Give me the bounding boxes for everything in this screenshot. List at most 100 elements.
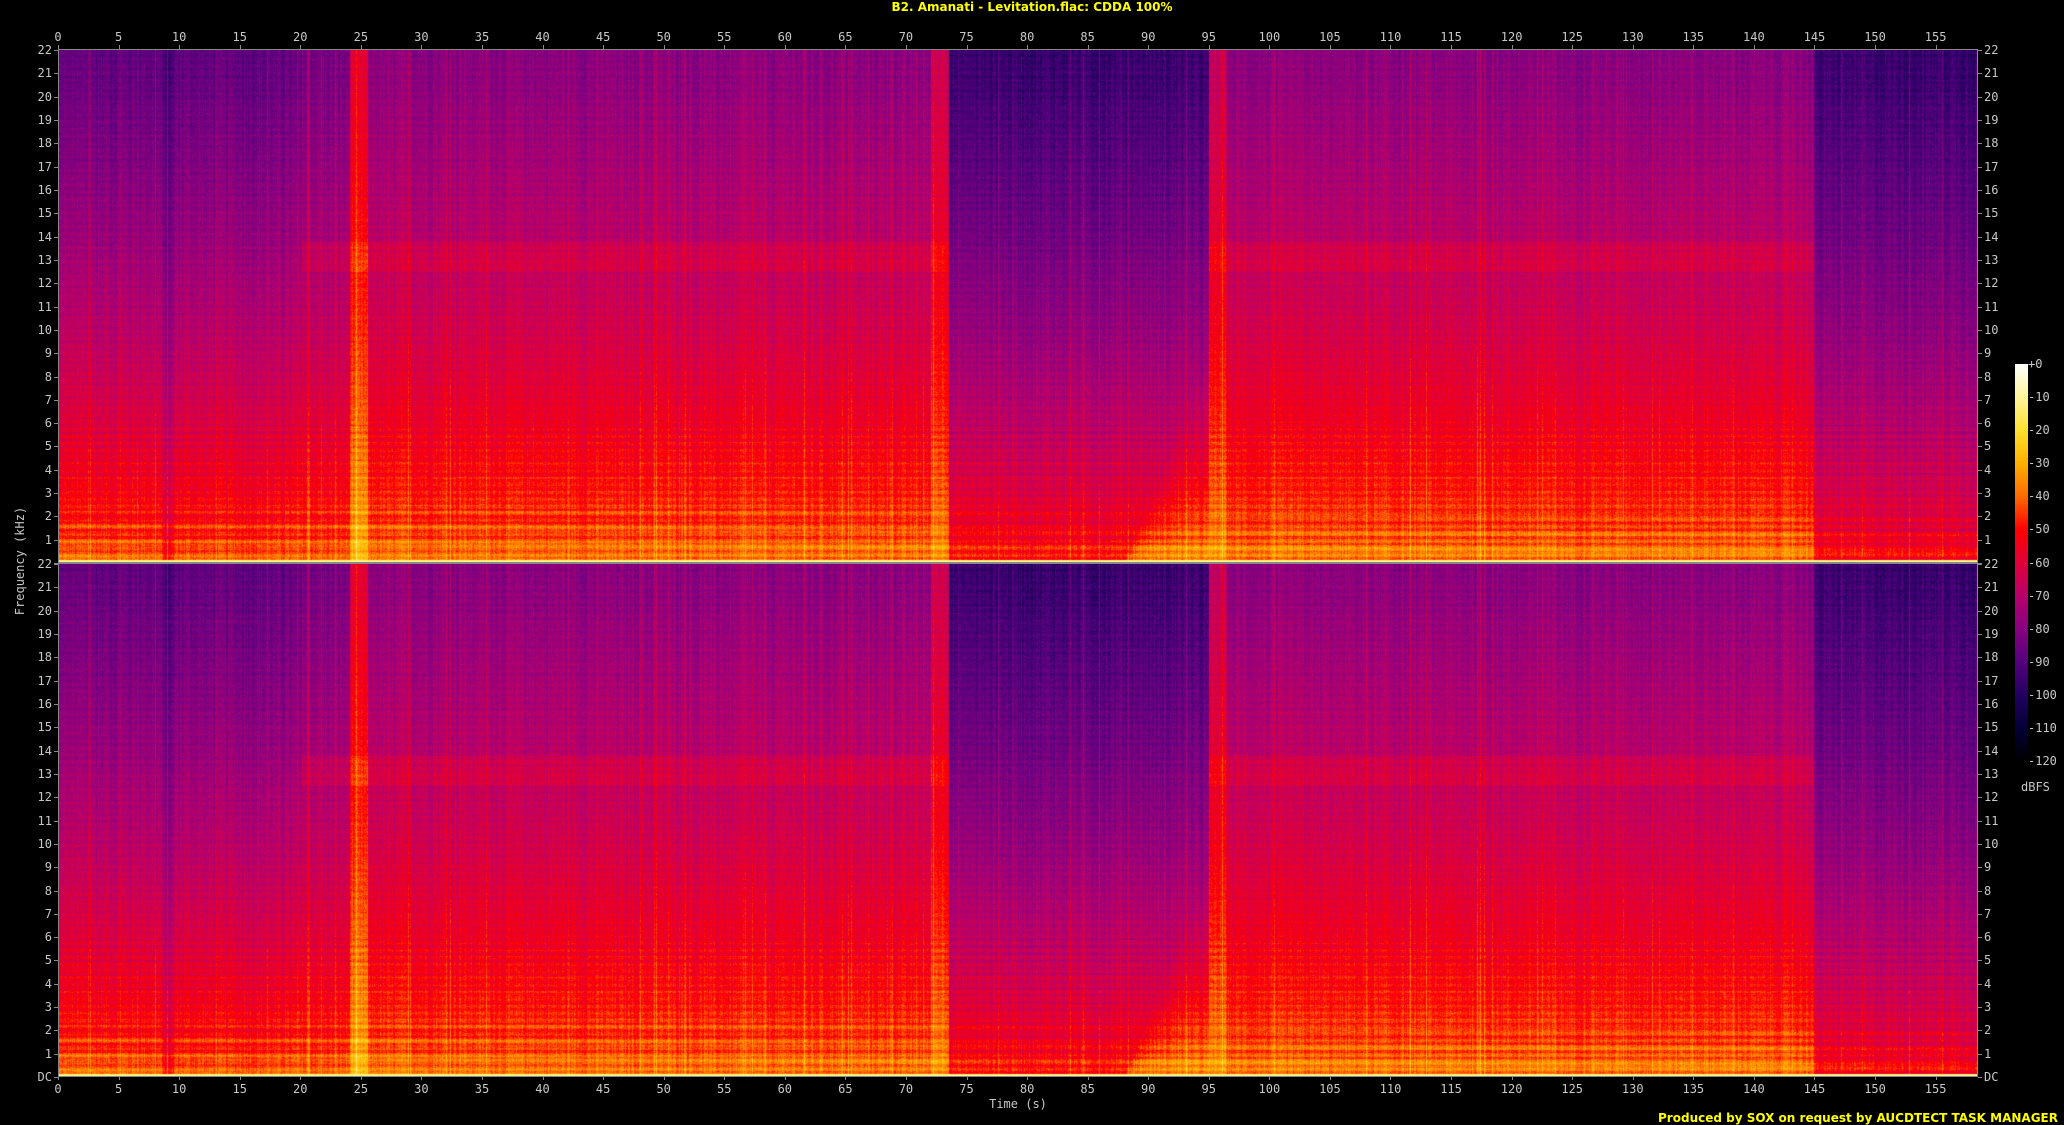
x-tick-top: [784, 45, 786, 49]
x-tick-label-top: 65: [838, 30, 853, 44]
y-tick-left: [54, 913, 58, 915]
y-tick-label-right: 13: [1984, 252, 1999, 267]
y-tick-label-right: 18: [1984, 650, 1999, 665]
y-tick-label-left: 14: [37, 743, 52, 758]
x-tick-bottom: [845, 1076, 847, 1080]
y-tick-right: [1978, 120, 1982, 122]
y-tick-label-left: 3: [44, 486, 52, 501]
y-tick-left: [54, 680, 58, 682]
y-tick-label-right: 8: [1984, 369, 1992, 384]
x-tick-label-top: 75: [959, 30, 974, 44]
y-tick-left: [54, 516, 58, 518]
x-tick-label-top: 30: [414, 30, 429, 44]
y-tick-label-right: 3: [1984, 486, 1992, 501]
x-tick-bottom: [1269, 1076, 1271, 1080]
x-tick-label-bottom: 135: [1682, 1082, 1705, 1096]
y-tick-left: [54, 960, 58, 962]
y-tick-right: [1978, 73, 1982, 75]
x-tick-label-bottom: 100: [1258, 1082, 1281, 1096]
y-tick-left: [54, 190, 58, 192]
x-tick-top: [724, 45, 726, 49]
x-tick-label-top: 150: [1864, 30, 1886, 44]
y-tick-right: [1978, 190, 1982, 192]
x-tick-label-top: 85: [1080, 30, 1095, 44]
y-tick-label-left: 4: [44, 976, 52, 991]
y-tick-left: [54, 539, 58, 541]
y-tick-right: [1978, 259, 1982, 261]
y-tick-right: [1978, 704, 1982, 706]
x-tick-label-bottom: 110: [1379, 1082, 1402, 1096]
y-tick-label-left: DC: [37, 1070, 52, 1084]
y-tick-label-left: 17: [37, 673, 52, 688]
x-tick-top: [542, 45, 544, 49]
x-tick-label-bottom: 5: [114, 1082, 123, 1096]
x-tick-label-top: 135: [1682, 30, 1705, 44]
x-tick-label-top: 50: [656, 30, 671, 44]
colorbar-tick-label: -110: [2028, 720, 2057, 735]
y-tick-right: [1978, 867, 1982, 869]
y-tick-left: [54, 773, 58, 775]
y-tick-left: [54, 610, 58, 612]
x-tick-top: [1693, 45, 1695, 49]
x-tick-top: [663, 45, 665, 49]
y-tick-left: [54, 376, 58, 378]
x-tick-top: [1511, 45, 1513, 49]
y-tick-label-right: 21: [1984, 580, 1999, 595]
x-tick-top: [1875, 45, 1877, 49]
y-tick-right: [1978, 143, 1982, 145]
y-tick-right: [1978, 446, 1982, 448]
x-tick-top: [1148, 45, 1150, 49]
y-tick-left: [54, 704, 58, 706]
y-tick-label-right: 9: [1984, 346, 1992, 361]
y-tick-label-left: 18: [37, 136, 52, 151]
y-tick-left: [54, 423, 58, 425]
x-tick-bottom: [118, 1076, 120, 1080]
x-tick-bottom: [1390, 1076, 1392, 1080]
y-tick-right: [1978, 773, 1982, 775]
x-tick-label-bottom: 155: [1924, 1082, 1947, 1096]
y-tick-right: [1978, 50, 1982, 52]
x-tick-top: [966, 45, 968, 49]
y-tick-right: [1978, 493, 1982, 495]
x-tick-label-top: 105: [1319, 30, 1341, 44]
y-tick-left: [54, 143, 58, 145]
y-tick-left: [54, 329, 58, 331]
x-tick-bottom: [1935, 1076, 1937, 1080]
y-tick-right: [1978, 283, 1982, 285]
y-tick-label-left: 10: [37, 836, 52, 851]
y-tick-right: [1978, 516, 1982, 518]
x-tick-bottom: [1451, 1076, 1453, 1080]
y-tick-left: [54, 166, 58, 168]
y-tick-label-left: 15: [37, 206, 52, 221]
colorbar: [2015, 364, 2028, 762]
y-tick-left: [54, 564, 58, 566]
y-tick-label-left: 2: [44, 509, 52, 524]
x-tick-bottom: [1027, 1076, 1029, 1080]
y-tick-right: [1978, 376, 1982, 378]
x-tick-top: [300, 45, 302, 49]
y-tick-left: [54, 1007, 58, 1009]
x-tick-bottom: [905, 1076, 907, 1080]
y-tick-label-left: 7: [44, 392, 52, 407]
x-tick-top: [905, 45, 907, 49]
x-tick-bottom: [239, 1076, 241, 1080]
y-tick-label-right: 10: [1984, 836, 1999, 851]
x-tick-bottom: [1511, 1076, 1513, 1080]
x-tick-label-bottom: 70: [898, 1082, 914, 1096]
y-tick-label-left: 20: [37, 603, 52, 618]
x-tick-label-bottom: 60: [777, 1082, 793, 1096]
y-tick-right: [1978, 610, 1982, 612]
y-tick-label-right: 7: [1984, 906, 1992, 921]
x-tick-label-top: 90: [1140, 30, 1156, 44]
y-tick-label-left: 15: [37, 720, 52, 735]
colorbar-tick-label: +0: [2028, 357, 2043, 371]
y-tick-label-right: 16: [1984, 183, 1999, 198]
y-tick-label-left: 10: [37, 322, 52, 337]
x-tick-label-top: 80: [1019, 30, 1035, 44]
y-tick-left: [54, 983, 58, 985]
x-tick-label-bottom: 10: [171, 1082, 187, 1096]
y-tick-left: [54, 634, 58, 636]
y-tick-label-right: 17: [1984, 673, 1999, 688]
y-tick-label-left: 3: [44, 1000, 52, 1015]
y-tick-left: [54, 1053, 58, 1055]
